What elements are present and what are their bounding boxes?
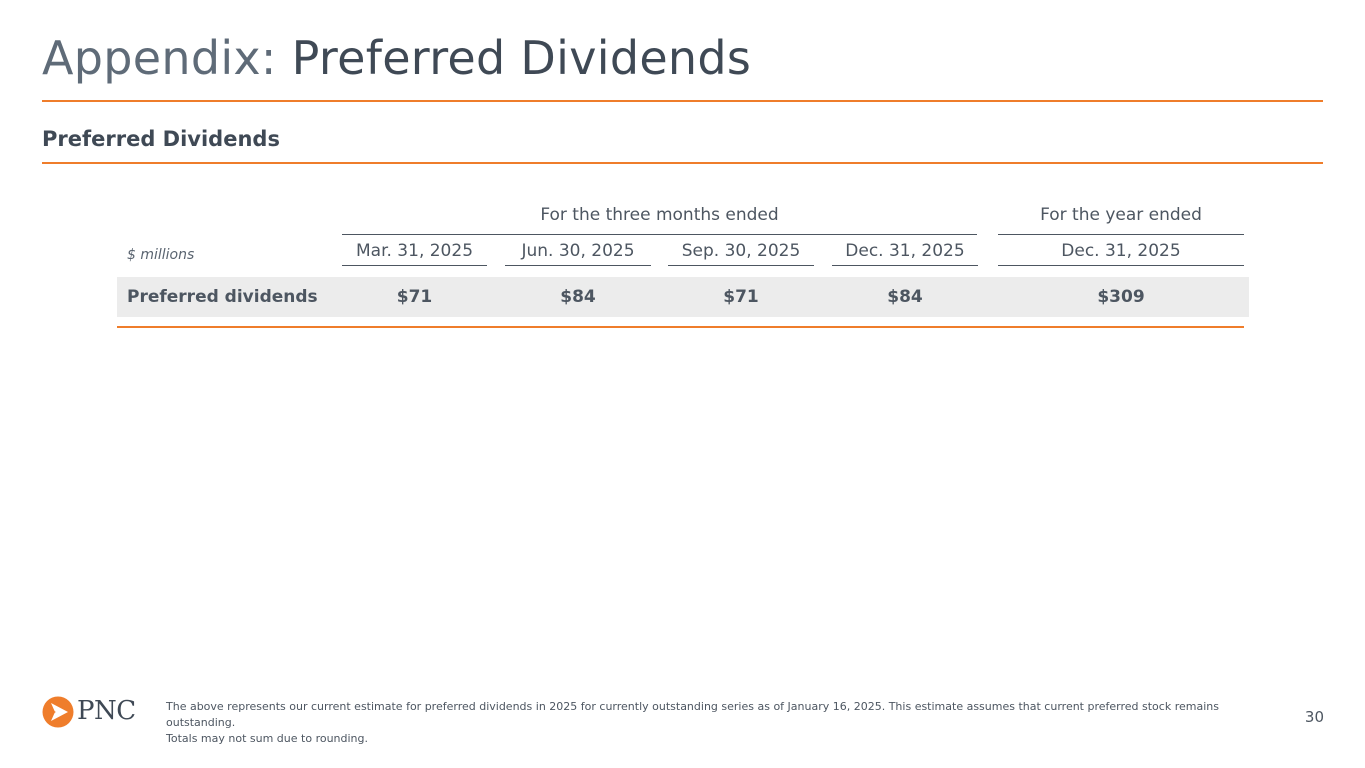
table-bottom-rule <box>117 326 1244 328</box>
pnc-triangle-logo-icon <box>42 696 74 728</box>
page-title: Appendix: Preferred Dividends <box>42 28 751 88</box>
logo-wordmark: PNC <box>77 696 136 726</box>
footnote-line-2: Totals may not sum due to rounding. <box>166 732 369 745</box>
section-divider <box>42 162 1323 164</box>
table-cell: $309 <box>1097 287 1145 307</box>
group-header-three-months-underline <box>342 234 977 235</box>
column-header-underline <box>505 265 651 266</box>
table-cell: $71 <box>396 287 433 307</box>
column-header-underline <box>342 265 487 266</box>
column-header-dec-2025-quarter: Dec. 31, 2025 <box>845 241 965 261</box>
group-header-three-months: For the three months ended <box>540 205 779 225</box>
table-cell: $84 <box>560 287 596 307</box>
table-cell: $84 <box>887 287 923 307</box>
column-header-underline <box>668 265 814 266</box>
group-header-year: For the year ended <box>1040 205 1202 225</box>
column-header-dec-2025-year: Dec. 31, 2025 <box>1061 241 1181 261</box>
table-row <box>117 277 1249 317</box>
footnote: The above represents our current estimat… <box>166 699 1276 747</box>
section-heading: Preferred Dividends <box>42 127 280 151</box>
column-header-underline <box>832 265 978 266</box>
table-cell: $71 <box>723 287 759 307</box>
group-header-year-underline <box>998 234 1244 235</box>
column-header-jun-2025: Jun. 30, 2025 <box>521 241 635 261</box>
footnote-line-1: The above represents our current estimat… <box>166 700 1219 729</box>
column-header-sep-2025: Sep. 30, 2025 <box>681 241 801 261</box>
page-title-prefix: Appendix: <box>42 31 277 85</box>
column-header-underline <box>998 265 1244 266</box>
row-label-preferred-dividends: Preferred dividends <box>127 287 318 307</box>
title-divider <box>42 100 1323 102</box>
page-title-main: Preferred Dividends <box>291 31 752 85</box>
units-label: $ millions <box>127 247 195 263</box>
column-header-mar-2025: Mar. 31, 2025 <box>355 241 474 261</box>
page-number: 30 <box>1304 708 1324 726</box>
pnc-logo: PNC <box>42 695 146 729</box>
